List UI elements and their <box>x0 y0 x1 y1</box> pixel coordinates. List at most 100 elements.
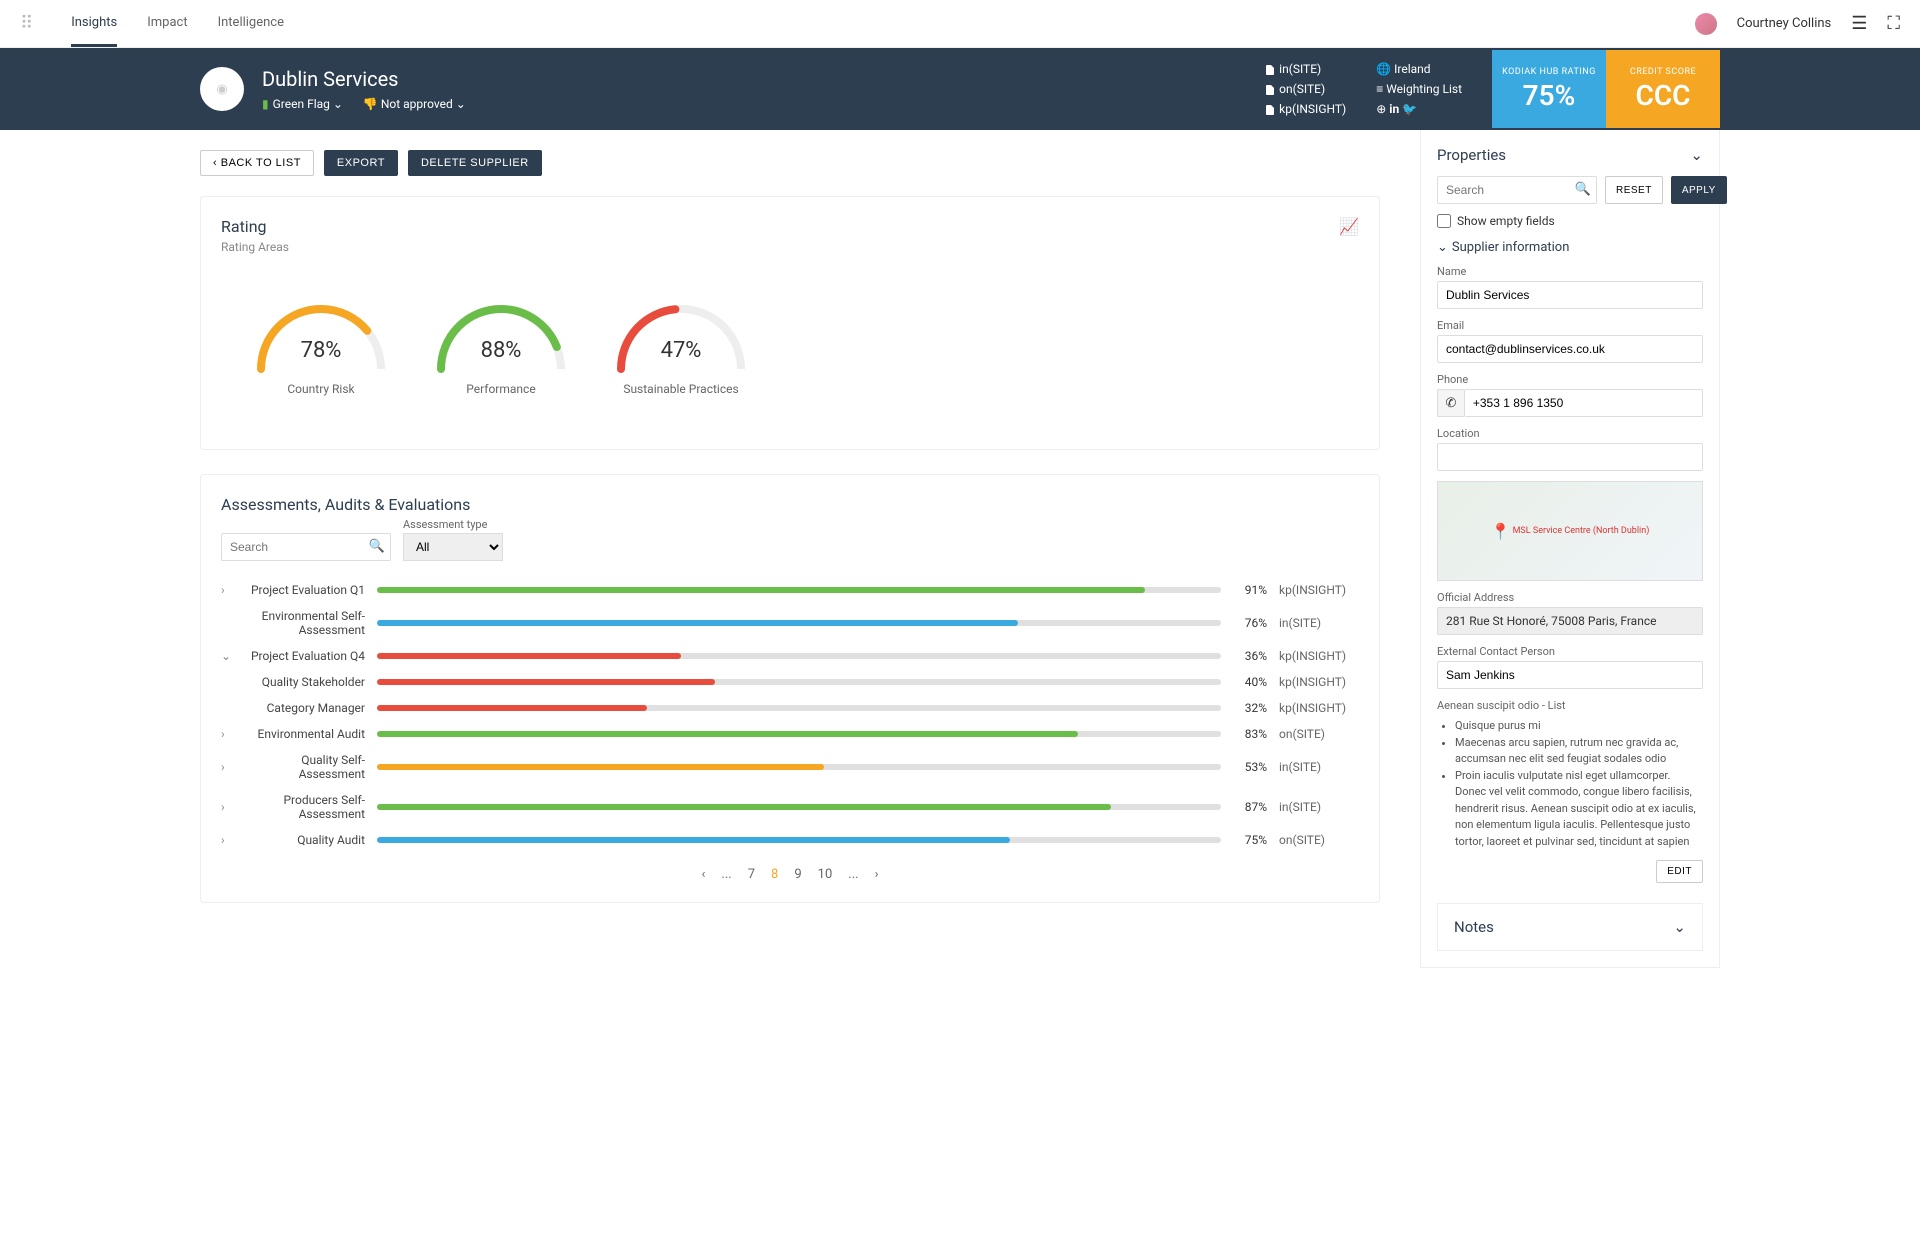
assessment-source: on(SITE) <box>1279 833 1359 847</box>
assessment-row: ›Project Evaluation Q191%kp(INSIGHT) <box>221 577 1359 603</box>
list-item: Quisque purus mi <box>1455 718 1703 735</box>
chevron-down-icon[interactable]: ⌄ <box>1690 146 1703 164</box>
assessment-row: ›Quality Self-Assessment53%in(SITE) <box>221 747 1359 787</box>
name-input[interactable] <box>1437 281 1703 309</box>
assessment-pct: 91% <box>1233 583 1267 597</box>
user-avatar[interactable] <box>1695 13 1717 35</box>
search-icon[interactable]: 🔍 <box>1575 182 1591 197</box>
assessment-source: in(SITE) <box>1279 616 1359 630</box>
assessment-name: Producers Self-Assessment <box>245 793 365 821</box>
social-icons[interactable]: ⊕ in 🐦 <box>1376 102 1462 116</box>
notes-title: Notes <box>1454 918 1494 936</box>
expand-icon[interactable]: › <box>221 833 233 847</box>
map-preview[interactable]: 📍MSL Service Centre (North Dublin) <box>1437 481 1703 581</box>
assessments-search-input[interactable] <box>221 533 391 561</box>
list-title: Aenean suscipit odio - List <box>1437 699 1703 712</box>
back-button[interactable]: ‹ BACK TO LIST <box>200 150 314 176</box>
assessment-source: kp(INSIGHT) <box>1279 583 1359 597</box>
assessment-row: Quality Stakeholder40%kp(INSIGHT) <box>221 669 1359 695</box>
assessment-pct: 76% <box>1233 616 1267 630</box>
properties-title: Properties <box>1437 146 1506 164</box>
assessment-name: Project Evaluation Q4 <box>245 649 365 663</box>
assessment-row: ›Quality Audit75%on(SITE) <box>221 827 1359 853</box>
email-input[interactable] <box>1437 335 1703 363</box>
show-empty-checkbox[interactable] <box>1437 214 1451 228</box>
assessment-source: kp(INSIGHT) <box>1279 701 1359 715</box>
pager-item[interactable]: ‹ <box>702 867 706 882</box>
properties-search-input[interactable] <box>1437 176 1597 204</box>
pager-item[interactable]: 9 <box>794 867 801 882</box>
assessment-name: Environmental Self-Assessment <box>245 609 365 637</box>
assessment-source: in(SITE) <box>1279 800 1359 814</box>
search-icon[interactable]: 🔍 <box>369 539 385 554</box>
assessment-source: kp(INSIGHT) <box>1279 649 1359 663</box>
show-empty-label: Show empty fields <box>1457 214 1555 228</box>
approval-dropdown[interactable]: 👎 Not approved ⌄ <box>363 97 466 111</box>
nav-item-intelligence[interactable]: Intelligence <box>218 1 284 47</box>
pager-item[interactable]: 7 <box>748 867 755 882</box>
progress-bar <box>377 620 1221 626</box>
progress-bar <box>377 764 1221 770</box>
progress-bar <box>377 804 1221 810</box>
menu-icon[interactable]: ☰ <box>1851 13 1867 34</box>
rating-subtitle: Rating Areas <box>221 240 1359 254</box>
assessments-title: Assessments, Audits & Evaluations <box>221 495 470 514</box>
progress-bar <box>377 837 1221 843</box>
progress-bar <box>377 587 1221 593</box>
assessment-name: Category Manager <box>245 701 365 715</box>
edit-button[interactable]: EDIT <box>1656 860 1703 883</box>
chevron-down-icon[interactable]: ⌄ <box>1673 918 1686 936</box>
contact-input[interactable] <box>1437 661 1703 689</box>
progress-bar <box>377 705 1221 711</box>
assessment-pct: 32% <box>1233 701 1267 715</box>
assessment-name: Environmental Audit <box>245 727 365 741</box>
main-nav: Insights Impact Intelligence <box>71 1 1694 47</box>
assessment-pct: 83% <box>1233 727 1267 741</box>
gauge-sustainable-practices: 47%Sustainable Practices <box>611 284 751 419</box>
pager-item[interactable]: › <box>875 867 879 882</box>
expand-icon[interactable]: › <box>221 727 233 741</box>
assessment-row: ⌄ Project Evaluation Q4 36% kp(INSIGHT) <box>221 643 1359 669</box>
assessment-pct: 36% <box>1233 649 1267 663</box>
gauge-country-risk: 78%Country Risk <box>251 284 391 419</box>
flag-dropdown[interactable]: ▮Green Flag ⌄ <box>262 97 343 111</box>
nav-item-insights[interactable]: Insights <box>71 1 117 47</box>
assessment-row: ›Producers Self-Assessment87%in(SITE) <box>221 787 1359 827</box>
metric-kodiak-hub-rating: KODIAK HUB RATING75% <box>1492 50 1606 128</box>
export-button[interactable]: EXPORT <box>324 150 398 176</box>
location-label: Location <box>1437 427 1703 440</box>
pager-item[interactable]: ... <box>721 867 731 882</box>
reset-button[interactable]: RESET <box>1605 176 1663 204</box>
pager-item[interactable]: 8 <box>771 867 778 882</box>
expand-icon[interactable]: › <box>221 583 233 597</box>
phone-input[interactable] <box>1464 389 1703 417</box>
section-header[interactable]: ⌄ Supplier information <box>1437 240 1703 255</box>
location-input[interactable] <box>1437 443 1703 471</box>
type-select[interactable]: All <box>403 533 503 561</box>
contact-label: External Contact Person <box>1437 645 1703 658</box>
list-item: Proin iaculis vulputate nisl eget ullamc… <box>1455 768 1703 851</box>
pager-item[interactable]: ... <box>848 867 858 882</box>
supplier-logo: ◉ <box>200 67 244 111</box>
assessments-card: Assessments, Audits & Evaluations 🔍 Asse… <box>200 474 1380 903</box>
hero-meta: ≡ Weighting List <box>1376 82 1462 96</box>
expand-icon[interactable]: ⌄ <box>221 649 233 663</box>
name-label: Name <box>1437 265 1703 278</box>
pager-item[interactable]: 10 <box>818 867 833 882</box>
expand-icon[interactable]: › <box>221 760 233 774</box>
hero-tag: kp(INSIGHT) <box>1264 102 1346 116</box>
chart-icon[interactable]: 📈 <box>1339 217 1359 236</box>
app-logo[interactable]: ⠿ <box>20 13 31 34</box>
delete-button[interactable]: DELETE SUPPLIER <box>408 150 542 176</box>
nav-item-impact[interactable]: Impact <box>147 1 187 47</box>
hero-tag: in(SITE) <box>1264 62 1346 76</box>
progress-bar <box>377 679 1221 685</box>
supplier-title: Dublin Services <box>262 67 466 91</box>
gauge-performance: 88%Performance <box>431 284 571 419</box>
fullscreen-icon[interactable]: ⛶ <box>1887 13 1900 34</box>
phone-label: Phone <box>1437 373 1703 386</box>
apply-button[interactable]: APPLY <box>1671 176 1727 204</box>
assessment-source: on(SITE) <box>1279 727 1359 741</box>
metric-credit-score: CREDIT SCORECCC <box>1606 50 1720 128</box>
expand-icon[interactable]: › <box>221 800 233 814</box>
